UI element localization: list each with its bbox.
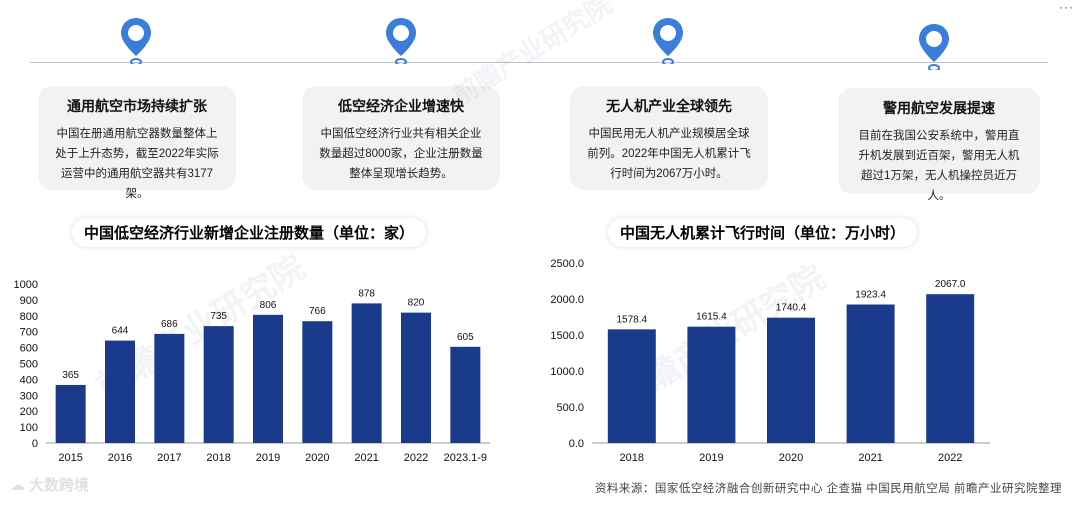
y-tick-label: 500 — [20, 359, 38, 371]
bar — [253, 314, 283, 443]
info-card: 无人机产业全球领先 中国民用无人机产业规模居全球 前列。2022年中国无人机累计… — [570, 86, 768, 190]
y-tick-label: 200 — [20, 406, 38, 418]
card-title: 低空经济企业增速快 — [338, 98, 464, 114]
y-tick-label: 500.0 — [556, 402, 584, 414]
location-pin-icon — [653, 18, 683, 64]
info-card: 通用航空市场持续扩张 中国在册通用航空器数量整体上 处于上升态势，截至2022年… — [38, 86, 236, 200]
bar-value-label: 766 — [309, 306, 326, 317]
card-line: 中国民用无人机产业规模居全球 — [588, 128, 750, 140]
bar-value-label: 1923.4 — [855, 290, 886, 301]
x-tick-label: 2015 — [58, 452, 82, 464]
card-line: 前列。2022年中国无人机累计飞 — [587, 148, 751, 160]
x-tick-label: 2019 — [256, 452, 280, 464]
bar — [302, 321, 333, 443]
y-tick-label: 100 — [20, 422, 38, 434]
card-line: 处于上升态势，截至2022年实际 — [55, 148, 219, 160]
info-card: 警用航空发展提速 目前在我国公安系统中，警用直 升机发展到近百架，警用无人机 超… — [838, 88, 1040, 202]
bar-value-label: 686 — [161, 319, 178, 330]
y-tick-label: 800 — [20, 311, 38, 323]
card-title: 警用航空发展提速 — [883, 100, 995, 116]
bar-value-label: 644 — [112, 326, 129, 337]
bar-value-label: 1578.4 — [617, 314, 648, 325]
y-tick-label: 900 — [20, 295, 38, 307]
card-line: 中国低空经济行业共有相关企业 — [320, 128, 482, 140]
x-tick-label: 2022 — [404, 452, 428, 464]
card-line: 中国在册通用航空器数量整体上 — [56, 128, 218, 140]
x-tick-label: 2017 — [157, 452, 181, 464]
bar — [450, 346, 481, 443]
bar-value-label: 1740.4 — [776, 303, 807, 314]
y-tick-label: 2000.0 — [550, 294, 584, 306]
card-line: 目前在我国公安系统中，警用直 — [858, 130, 1020, 142]
bar-value-label: 806 — [260, 300, 277, 311]
brand-mark-icon: ☁ — [10, 476, 25, 494]
y-tick-label: 1500.0 — [550, 330, 584, 342]
bar-value-label: 878 — [358, 288, 375, 299]
bar-value-label: 820 — [408, 298, 425, 309]
bar — [351, 303, 382, 443]
bar-value-label: 365 — [62, 370, 79, 381]
x-tick-label: 2016 — [108, 452, 132, 464]
y-tick-label: 300 — [20, 390, 38, 402]
x-tick-label: 2020 — [779, 452, 803, 464]
bar-value-label: 605 — [457, 332, 474, 343]
x-tick-label: 2020 — [305, 452, 329, 464]
bar-value-label: 735 — [210, 311, 227, 322]
bar — [926, 294, 975, 443]
y-tick-label: 1000.0 — [550, 366, 584, 378]
card-title: 通用航空市场持续扩张 — [67, 98, 207, 114]
card-line: 运营中的通用航空器共有3177架。 — [60, 168, 214, 200]
bar — [203, 326, 234, 443]
timeline-line — [30, 62, 1048, 63]
bar — [767, 317, 815, 443]
x-tick-label: 2019 — [699, 452, 723, 464]
location-pin-icon — [919, 24, 949, 70]
card-line: 整体呈现增长趋势。 — [349, 168, 453, 180]
bar — [687, 326, 736, 443]
bar — [105, 340, 135, 443]
source-note: 资料来源：国家低空经济融合创新研究中心 企查猫 中国民用航空局 前瞻产业研究院整… — [594, 483, 1062, 495]
bar — [55, 384, 86, 443]
y-tick-label: 700 — [20, 327, 38, 339]
bar-chart-drone-hours: 0.0 500.0 1000.0 1500.0 2000.0 2500.0 1578.4 20… — [550, 258, 990, 464]
y-tick-label: 1000 — [14, 279, 38, 291]
card-title: 无人机产业全球领先 — [606, 98, 732, 114]
x-tick-label: 2018 — [620, 452, 644, 464]
y-tick-label: 400 — [20, 374, 38, 386]
bar-chart-enterprises: 0 100 200 300 400 500 600 700 800 900 1000 365 2015 6… — [14, 279, 490, 464]
x-tick-label: 2021 — [354, 452, 378, 464]
brand-name: 大数跨境 — [29, 477, 90, 494]
more-options-icon[interactable]: ··· — [1059, 0, 1074, 14]
x-tick-label: 2022 — [938, 452, 962, 464]
bar — [401, 312, 431, 443]
y-tick-label: 2500.0 — [550, 258, 584, 270]
x-tick-label: 2023.1-9 — [444, 452, 487, 464]
card-line: 数量超过8000家，企业注册数量 — [319, 148, 483, 160]
bar-value-label: 2067.0 — [935, 279, 966, 290]
y-tick-label: 0 — [32, 438, 38, 450]
chart-title-drone-hours: 中国无人机累计飞行时间（单位：万小时） — [608, 218, 918, 247]
bar-value-label: 1615.4 — [696, 312, 727, 323]
y-tick-label: 0.0 — [569, 438, 584, 450]
x-tick-label: 2018 — [206, 452, 230, 464]
location-pin-icon — [121, 18, 151, 64]
card-line: 行时间为2067万小时。 — [610, 168, 728, 180]
x-tick-label: 2021 — [858, 452, 882, 464]
bar — [154, 333, 185, 443]
card-line: 升机发展到近百架，警用无人机 — [858, 150, 1020, 162]
bar — [607, 329, 656, 443]
chart-title-enterprises: 中国低空经济行业新增企业注册数量（单位：家） — [72, 218, 427, 247]
card-line: 超过1万架，无人机操控员近万人。 — [861, 170, 1017, 202]
bar — [846, 304, 895, 443]
brand-logo: ☁ 大数跨境 — [10, 474, 89, 495]
y-tick-label: 600 — [20, 343, 38, 355]
info-card: 低空经济企业增速快 中国低空经济行业共有相关企业 数量超过8000家，企业注册数… — [302, 86, 500, 190]
location-pin-icon — [386, 18, 416, 64]
